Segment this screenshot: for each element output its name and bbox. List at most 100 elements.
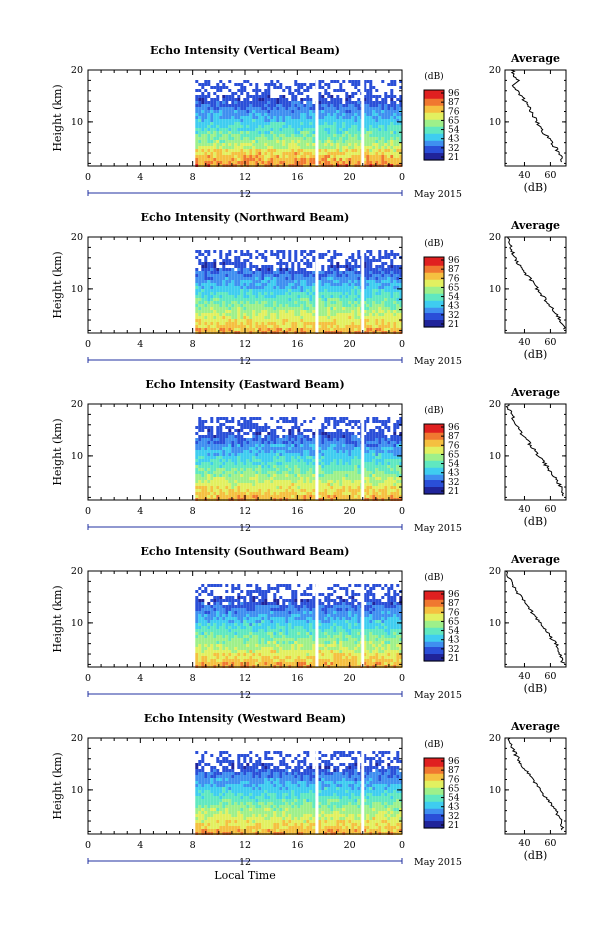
heatmap-cell (354, 316, 358, 319)
heatmap-cell (288, 438, 292, 441)
heatmap-cell (384, 101, 388, 104)
heatmap-cell (273, 429, 277, 432)
colorbar-segment (424, 125, 444, 128)
heatmap-cell (369, 119, 373, 122)
heatmap-cell (387, 280, 391, 283)
heatmap-cell (357, 253, 361, 256)
heatmap-cell (375, 134, 379, 137)
heatmap-cell (225, 298, 229, 301)
heatmap-cell (294, 301, 298, 304)
heatmap-cell (282, 149, 286, 152)
heatmap-cell (219, 480, 223, 483)
heatmap-cell (378, 310, 382, 313)
heatmap-cell (210, 104, 214, 107)
heatmap-cell (231, 274, 235, 277)
heatmap-cell (372, 110, 376, 113)
heatmap-cell (270, 486, 274, 489)
heatmap-cell (222, 301, 226, 304)
heatmap-cell (363, 122, 367, 125)
heatmap-cell (384, 134, 388, 137)
heatmap-cell (225, 322, 229, 325)
heatmap-cell (243, 295, 247, 298)
heatmap-cell (306, 143, 310, 146)
heatmap-cell (318, 441, 322, 444)
heatmap-cell (276, 483, 280, 486)
heatmap-cell (237, 477, 241, 480)
heatmap-cell (321, 489, 325, 492)
heatmap-cell (252, 161, 256, 164)
heatmap-cell (282, 107, 286, 110)
heatmap-cell (285, 271, 289, 274)
heatmap-cell (327, 104, 331, 107)
heatmap-cell (318, 161, 322, 164)
heatmap-cell (297, 429, 301, 432)
heatmap-cell (372, 131, 376, 134)
heatmap-cell (321, 280, 325, 283)
heatmap-cell (348, 310, 352, 313)
heatmap-cell (225, 256, 229, 259)
heatmap-cell (243, 253, 247, 256)
heatmap-cell (288, 253, 292, 256)
heatmap-cell (243, 134, 247, 137)
heatmap-cell (204, 80, 208, 83)
heatmap-cell (252, 298, 256, 301)
colorbar-tick-label: 54 (448, 126, 460, 136)
heatmap-cell (342, 265, 346, 268)
heatmap-cell (240, 456, 244, 459)
heatmap-cell (231, 95, 235, 98)
heatmap-cell (210, 462, 214, 465)
heatmap-cell (336, 149, 340, 152)
heatmap-cell (318, 113, 322, 116)
heatmap-cell (222, 489, 226, 492)
heatmap-cell (363, 119, 367, 122)
heatmap-cell (288, 298, 292, 301)
colorbar-segment (424, 267, 444, 270)
heatmap-cell (246, 98, 250, 101)
heatmap-cell (378, 113, 382, 116)
heatmap-cell (282, 283, 286, 286)
heatmap-cell (249, 417, 253, 420)
heatmap-cell (288, 483, 292, 486)
heatmap-cell (267, 432, 271, 435)
heatmap-cell (258, 280, 262, 283)
heatmap-cell (345, 98, 349, 101)
heatmap-cell (294, 95, 298, 98)
heatmap-cell (396, 116, 400, 119)
heatmap-cell (357, 107, 361, 110)
heatmap-cell (264, 322, 268, 325)
heatmap-cell (375, 143, 379, 146)
heatmap-cell (384, 256, 388, 259)
heatmap-cell (390, 80, 394, 83)
heatmap-cell (309, 155, 313, 158)
heatmap-cell (207, 304, 211, 307)
heatmap-cell (288, 474, 292, 477)
heatmap-cell (270, 298, 274, 301)
heatmap-cell (339, 271, 343, 274)
colorbar-segment (424, 126, 444, 130)
heatmap-cell (306, 98, 310, 101)
heatmap-cell (309, 289, 313, 292)
heatmap-cell (306, 271, 310, 274)
heatmap-cell (366, 322, 370, 325)
heatmap-cell (324, 107, 328, 110)
profile-title: Average (510, 52, 560, 65)
heatmap-cell (321, 438, 325, 441)
heatmap-cell (195, 110, 199, 113)
heatmap-cell (345, 125, 349, 128)
heatmap-cell (282, 435, 286, 438)
heatmap-cell (255, 465, 259, 468)
heatmap-cell (285, 298, 289, 301)
heatmap-cell (378, 265, 382, 268)
heatmap-cell (201, 325, 205, 328)
heatmap-cell (237, 462, 241, 465)
heatmap-cell (207, 319, 211, 322)
heatmap-cell (243, 110, 247, 113)
heatmap-cell (345, 119, 349, 122)
heatmap-cell (381, 301, 385, 304)
heatmap-cell (318, 429, 322, 432)
heatmap-cell (276, 310, 280, 313)
heatmap-cell (234, 438, 238, 441)
heatmap-cell (369, 298, 373, 301)
heatmap-cell (219, 301, 223, 304)
heatmap-cell (270, 158, 274, 161)
